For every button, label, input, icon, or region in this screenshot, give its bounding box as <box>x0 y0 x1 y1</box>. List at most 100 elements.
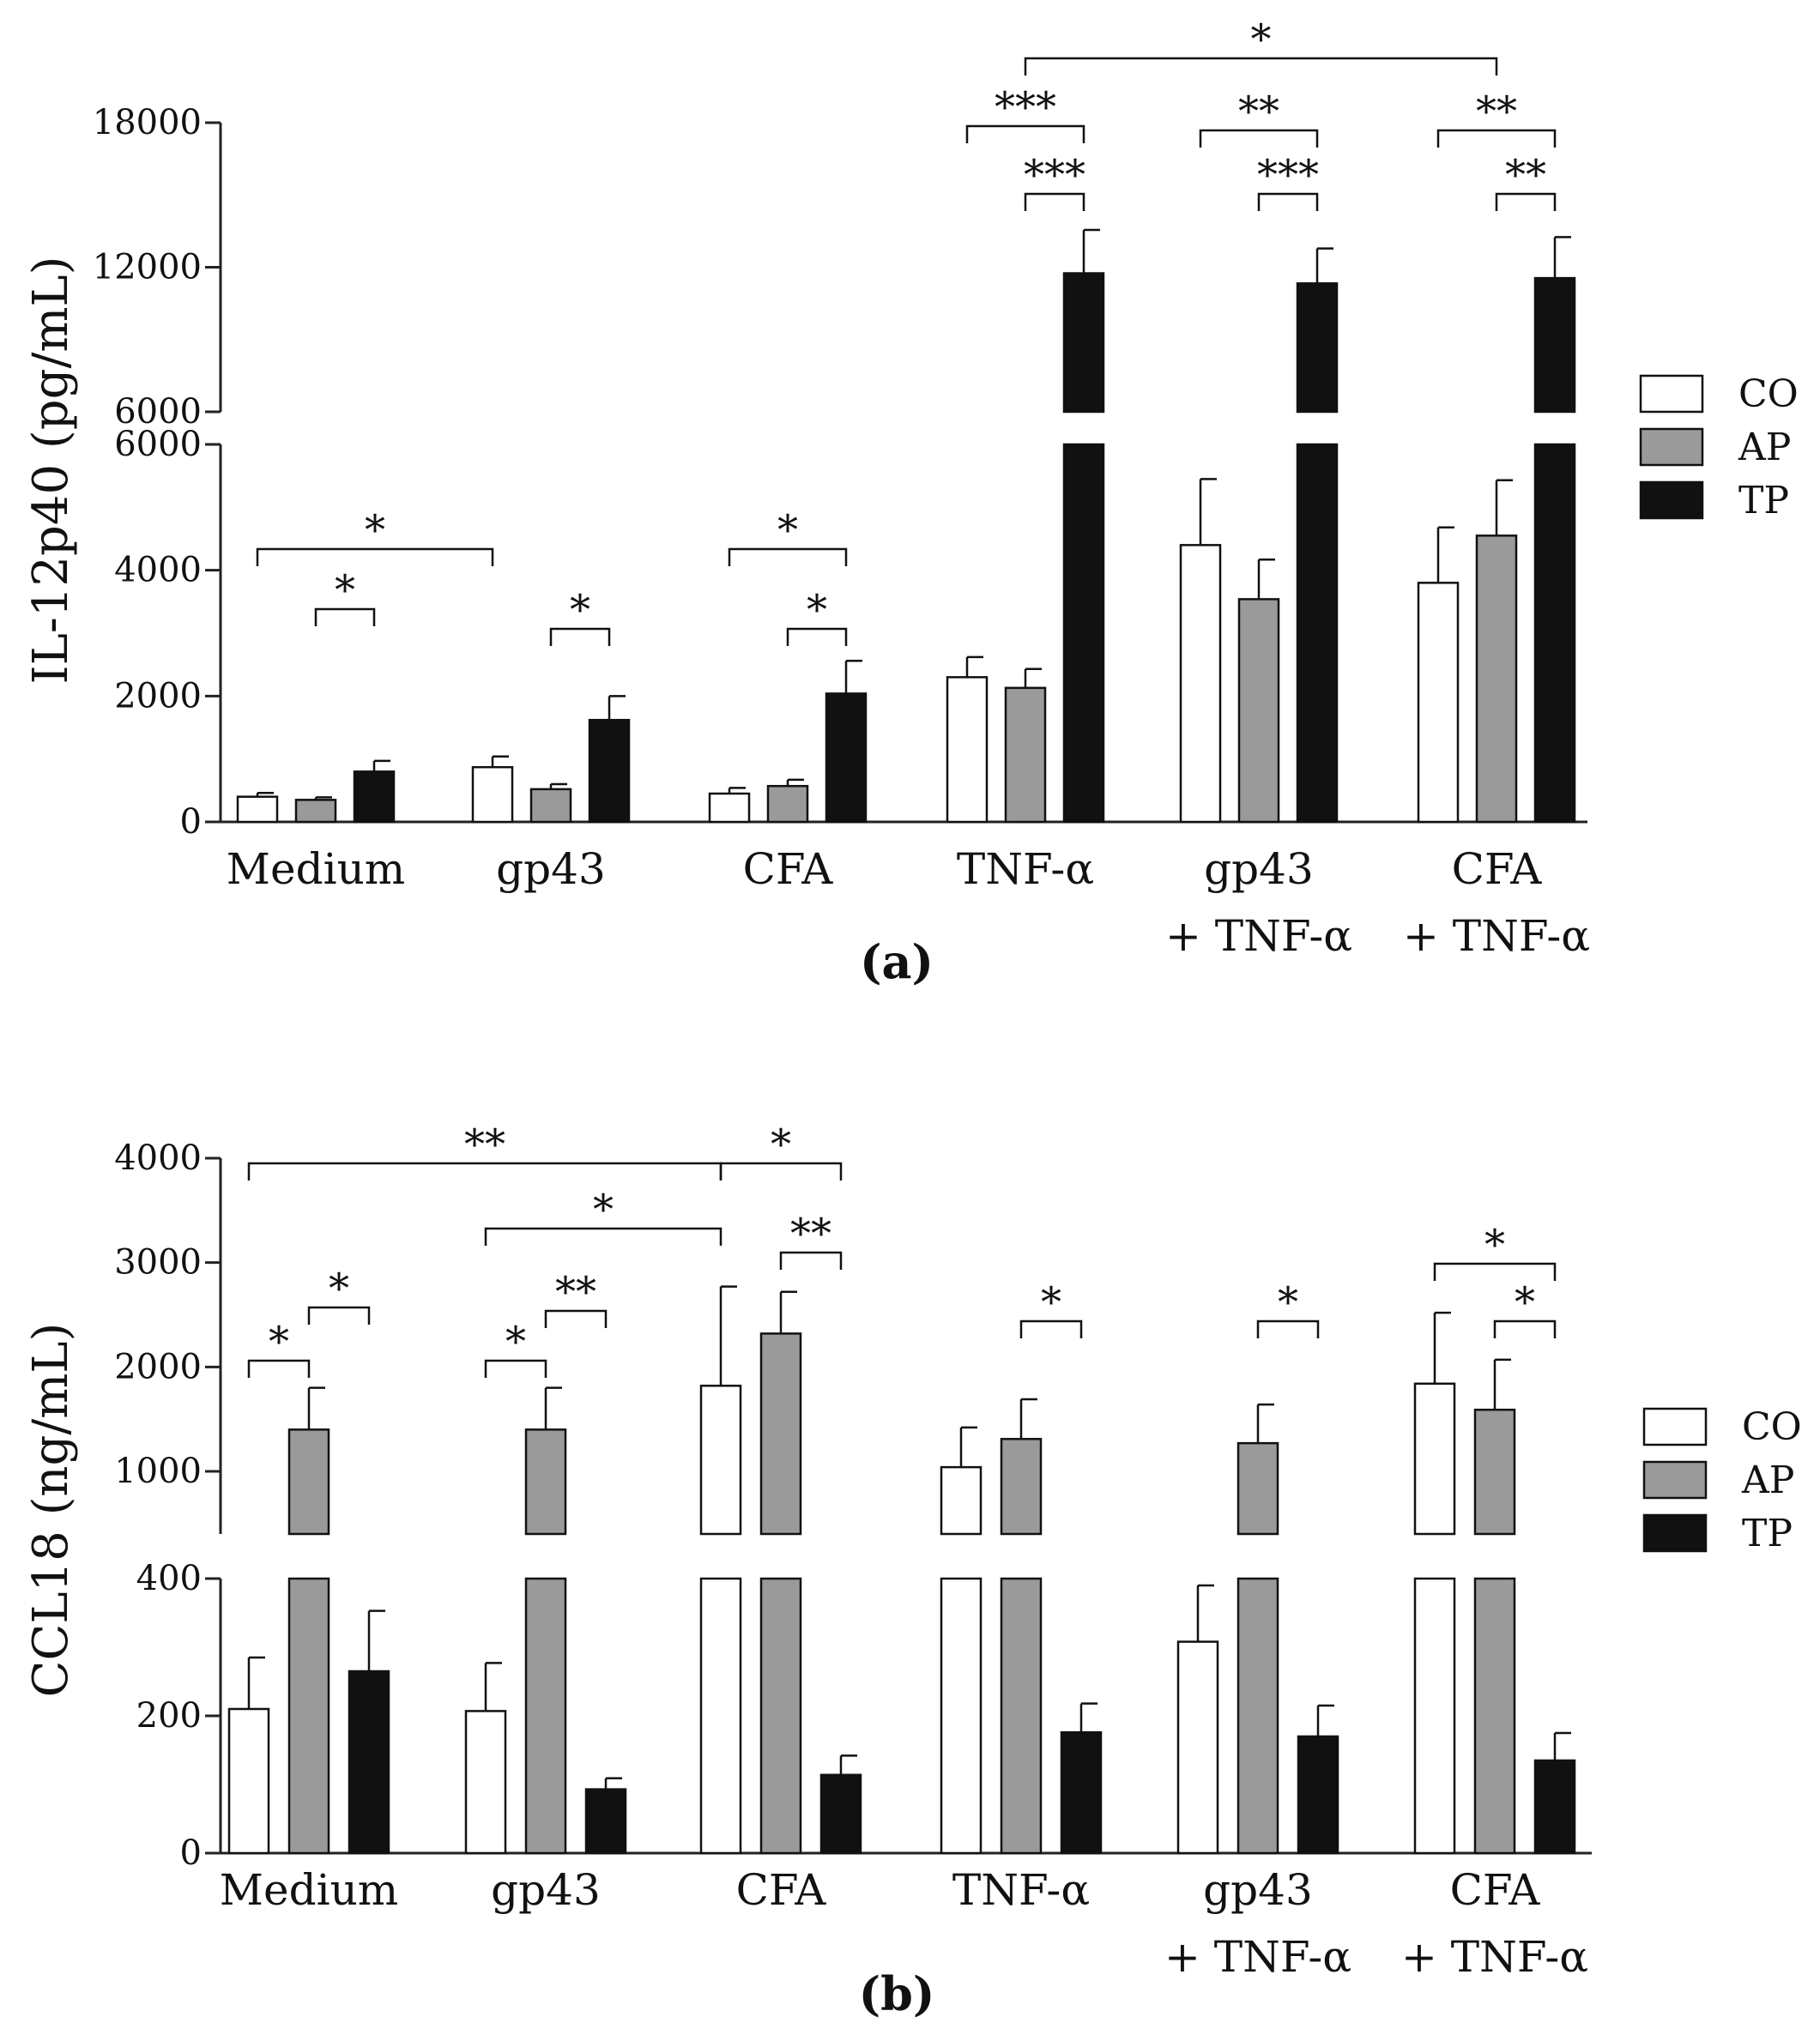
legend-label-AP: AP <box>1741 1458 1794 1502</box>
legend-label-TP: TP <box>1738 479 1789 522</box>
y-tick-label: 6000 <box>114 392 202 432</box>
bar-CO <box>227 1707 270 1855</box>
y-tick-label: 0 <box>180 1833 202 1873</box>
significance-bracket <box>779 1251 843 1270</box>
significance-bracket <box>1256 1319 1320 1338</box>
significance-bracket <box>307 1306 371 1325</box>
x-category-label: gp43 <box>491 1865 601 1915</box>
bar-TP <box>1060 1730 1103 1855</box>
x-category-label: Medium <box>227 844 405 894</box>
bar-CO-lower <box>940 1577 983 1855</box>
significance-bracket <box>1433 1262 1557 1281</box>
significance-bracket <box>544 1309 608 1328</box>
bar-AP-lower <box>1000 1577 1043 1855</box>
significance-bracket <box>256 547 494 566</box>
legend-label-CO: CO <box>1742 1405 1802 1449</box>
significance-label: * <box>505 1318 526 1366</box>
significance-label: ** <box>790 1210 831 1258</box>
x-category-label: CFA <box>736 1865 827 1915</box>
bar-AP-lower <box>1237 1577 1279 1855</box>
significance-label: * <box>593 1186 614 1234</box>
y-tick-label: 0 <box>180 802 202 842</box>
y-tick-label: 4000 <box>114 1138 202 1178</box>
bar-CO <box>946 676 989 824</box>
x-category-label: + TNF-α <box>1403 911 1590 961</box>
y-tick-label: 4000 <box>114 551 202 590</box>
significance-label: * <box>771 1120 791 1168</box>
bar-AP-lower <box>1473 1577 1516 1855</box>
bar-AP <box>1004 686 1047 824</box>
bar-CO <box>236 795 279 824</box>
panel-b-ccl18-chart: CCL18 (ng/mL) 0 200 400 1000 2000 3000 4000 Medi… <box>23 1120 1802 2021</box>
bar-AP-lower <box>759 1577 802 1855</box>
significance-bracket <box>1257 192 1319 211</box>
bar-AP <box>294 799 337 824</box>
bar-AP-lower <box>524 1577 567 1855</box>
x-category-label: TNF-α <box>952 1865 1090 1915</box>
y-tick-label: 2000 <box>114 676 202 716</box>
y-tick-label: 6000 <box>114 425 202 464</box>
significance-bracket <box>247 1359 311 1378</box>
significance-label: *** <box>1024 151 1085 199</box>
significance-label: ** <box>464 1120 505 1168</box>
bar-CO <box>471 765 514 824</box>
bar-TP <box>348 1670 390 1855</box>
bar-CO <box>1179 544 1222 824</box>
significance-bracket <box>1199 129 1319 148</box>
legend-label-CO: CO <box>1738 372 1799 416</box>
bar-TP <box>584 1788 627 1855</box>
bar-AP <box>1475 534 1518 824</box>
x-category-label: TNF-α <box>957 844 1094 894</box>
legend-swatch-AP <box>1642 1460 1708 1500</box>
bar-AP <box>1237 598 1280 824</box>
bar-CO <box>1176 1640 1219 1855</box>
significance-label: * <box>1251 15 1272 63</box>
y-tick-label: 2000 <box>114 1347 202 1386</box>
bar-CO <box>699 1384 742 1536</box>
bar-TP <box>588 718 631 824</box>
significance-bracket <box>1495 192 1557 211</box>
bar-TP <box>825 692 868 824</box>
significance-bracket <box>728 547 848 566</box>
bar-AP <box>759 1332 802 1536</box>
x-category-label: + TNF-α <box>1165 911 1352 961</box>
significance-label: * <box>777 506 798 554</box>
significance-bracket <box>786 627 848 646</box>
significance-bracket <box>1493 1319 1557 1338</box>
x-category-label: + TNF-α <box>1164 1932 1351 1982</box>
bar-AP <box>1237 1441 1279 1536</box>
bar-CO <box>940 1465 983 1536</box>
bar-TP <box>1533 1759 1576 1855</box>
significance-bracket <box>965 124 1085 143</box>
bar-AP <box>529 788 572 824</box>
significance-bracket <box>1024 57 1498 75</box>
bar-CO-lower <box>699 1577 742 1855</box>
bar-TP-lower <box>1296 443 1339 824</box>
significance-label: ** <box>555 1268 596 1316</box>
x-category-label: Medium <box>220 1865 398 1915</box>
y-tick-label: 1000 <box>114 1452 202 1491</box>
significance-label: * <box>1041 1278 1061 1326</box>
significance-bracket <box>484 1359 547 1378</box>
significance-label: ** <box>1238 88 1279 136</box>
x-category-label: CFA <box>1450 1865 1541 1915</box>
significance-label: * <box>1515 1278 1535 1326</box>
bar-TP <box>1062 272 1105 414</box>
x-category-label: gp43 <box>496 844 606 894</box>
significance-label: * <box>269 1318 289 1366</box>
significance-bracket <box>719 1162 843 1181</box>
legend-swatch-CO <box>1642 1407 1708 1446</box>
bar-CO <box>1413 1382 1456 1536</box>
y-tick-label: 18000 <box>93 103 202 142</box>
significance-label: * <box>807 586 827 634</box>
legend-swatch-TP <box>1642 1513 1708 1553</box>
legend-label-TP: TP <box>1742 1512 1793 1555</box>
significance-label: ** <box>1476 88 1517 136</box>
x-category-label: gp43 <box>1204 844 1314 894</box>
bar-CO <box>708 792 751 824</box>
bar-TP <box>353 770 396 824</box>
significance-label: *** <box>995 83 1056 131</box>
significance-bracket <box>1436 129 1557 148</box>
